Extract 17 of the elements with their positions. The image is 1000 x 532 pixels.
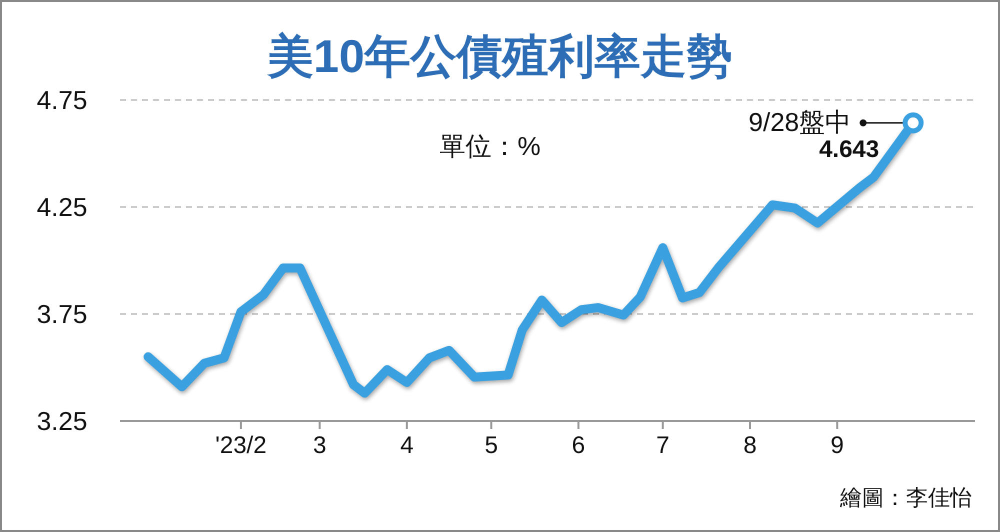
x-tick-label: 9 [830, 432, 844, 459]
annotation: 單位：% [439, 131, 541, 161]
x-tick-label: 7 [656, 432, 670, 459]
y-tick-label: 4.25 [36, 192, 88, 222]
y-tick-label: 3.75 [36, 299, 88, 330]
x-tick-label: 4 [400, 432, 414, 459]
x-tick-label: 3 [313, 432, 326, 459]
annotation: 9/28盤中 [748, 106, 852, 137]
x-tick-label: 6 [572, 432, 586, 459]
data-label: 4.643 [819, 136, 880, 163]
y-tick-label: 4.75 [36, 85, 88, 116]
x-tick-label: 5 [484, 432, 498, 459]
y-tick-label: 3.25 [36, 406, 88, 436]
x-tick-label: 8 [743, 432, 757, 459]
chart-title: 美10年公債殖利率走勢 [266, 30, 733, 82]
text: 繪圖：李佳怡 [839, 485, 972, 510]
x-tick-label: '23/2 [215, 432, 267, 459]
